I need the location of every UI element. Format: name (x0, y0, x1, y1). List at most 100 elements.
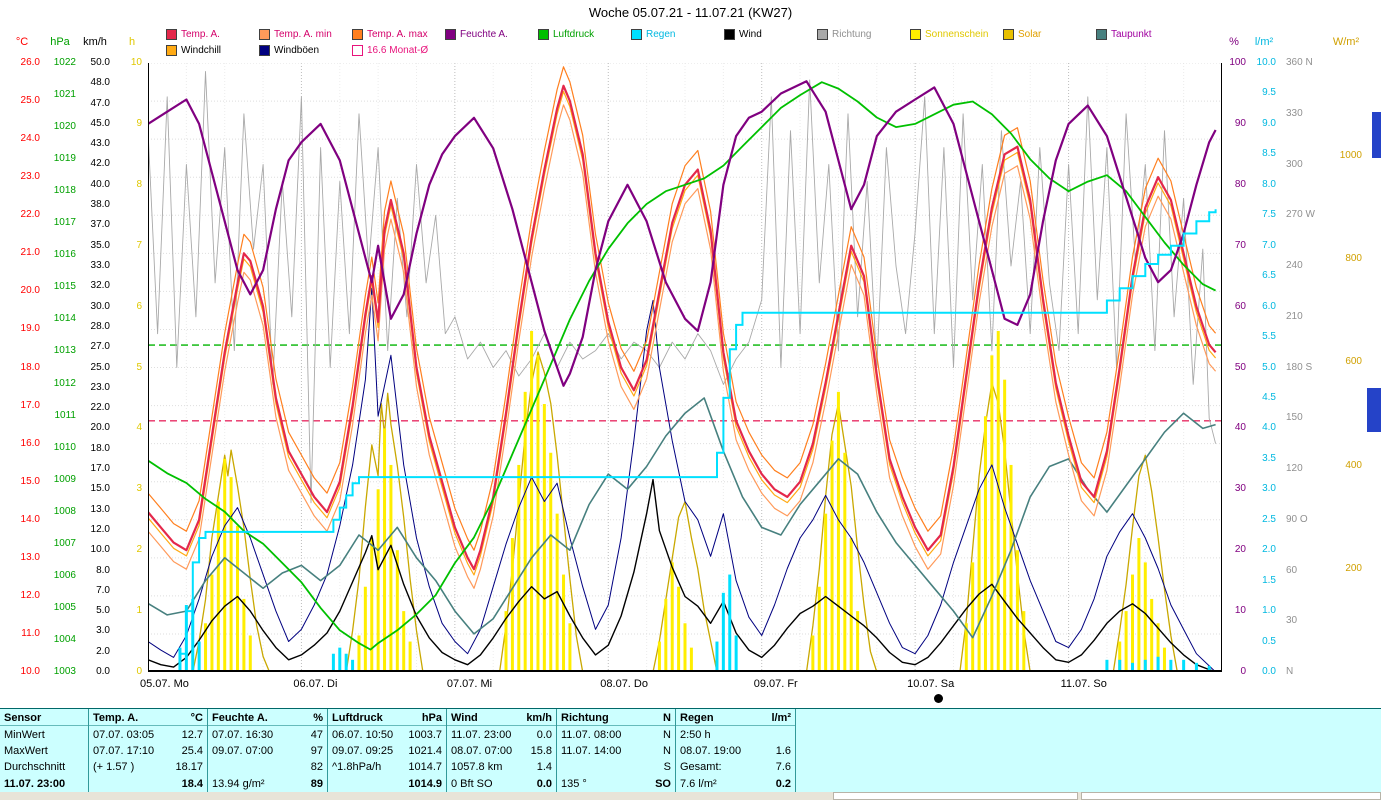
axis-tick-dir: 300 (1286, 158, 1303, 170)
legend-label: Taupunkt (1111, 29, 1152, 40)
axis-col-kmh: 50.0 48.0 47.0 45.0 43.0 42.0 40.0 38.0 37.0 35.0… (80, 58, 110, 677)
axis-col-sun: 10 9 8 7 6 5 4 3 2 1 0 (126, 58, 142, 677)
legend-swatch (166, 45, 177, 56)
table-column-regen: Regen l/m² 2:50 h 08.07. 19:00 1.6 Gesamt:… (675, 709, 795, 793)
series-sonnenschein (849, 538, 853, 672)
axis-tick-lm2: 6.0 (1262, 300, 1276, 312)
axis-tick-hpa: 1018 (53, 185, 76, 197)
axis-tick-wm2: 800 (1345, 253, 1362, 265)
table-cell: 08.07. 07:00 (451, 744, 513, 757)
axis-tick-sun_h: 6 (136, 300, 142, 312)
table-cell: SO (655, 777, 671, 790)
series-temp_a (147, 84, 1217, 571)
axis-tick-sun_h: 1 (136, 605, 142, 617)
axis-tick-kmh: 45.0 (90, 117, 110, 129)
legend-item-sonnenschein[interactable]: Sonnenschein (910, 29, 1003, 40)
legend-swatch (817, 29, 828, 40)
axis-tick-kmh: 10.0 (90, 544, 110, 556)
axis-col-temp: 26.0 25.0 24.0 23.0 22.0 21.0 20.0 19.0 18.0 17.0… (4, 58, 40, 677)
table-cell: 11.07. 23:00 (451, 728, 512, 741)
series-taupunkt (147, 397, 1216, 639)
legend-item-monat[interactable]: 16.6 Monat-Ø (352, 45, 445, 56)
legend-item-windboeen[interactable]: Windböen (259, 45, 352, 56)
axis-tick-hpa: 1005 (53, 601, 76, 613)
axis-tick-hpa: 1022 (53, 57, 76, 68)
axis-tick-kmh: 47.0 (90, 97, 110, 109)
axis-tick-pct: 50 (1234, 361, 1246, 373)
legend-item-temp_a_max[interactable]: Temp. A. max (352, 29, 445, 40)
axis-tick-pct: 20 (1234, 544, 1246, 556)
axis-tick-kmh: 12.0 (90, 523, 110, 535)
table-cell: 12.7 (181, 728, 203, 741)
timeline-position-marker[interactable] (934, 694, 943, 703)
axis-tick-lm2: 7.5 (1262, 209, 1276, 221)
table-cell: 0.2 (775, 777, 791, 790)
series-regen_rate (331, 653, 335, 672)
window-edge-fragment (833, 792, 1078, 800)
weather-chart-canvas (147, 62, 1223, 673)
table-cell: 07.07. 03:05 (93, 728, 155, 741)
axis-tick-kmh: 8.0 (96, 564, 110, 576)
legend-item-windchill[interactable]: Windchill (166, 45, 259, 56)
axis-tick-sun_h: 3 (136, 483, 142, 495)
table-cell: 82 (310, 760, 323, 773)
legend-label: Solar (1018, 29, 1042, 40)
series-regen_rate (1207, 665, 1211, 672)
x-axis-label: 11.07. So (1060, 678, 1107, 690)
legend-swatch (1003, 29, 1014, 40)
series-temp_a_min (147, 104, 1217, 589)
table-cell: N (663, 711, 671, 724)
legend-item-solar[interactable]: Solar (1003, 29, 1096, 40)
table-row-label: MinWert (4, 728, 45, 741)
table-cell: 0 Bft SO (451, 777, 493, 790)
axis-tick-hpa: 1009 (53, 473, 76, 485)
table-cell: 13.94 g/m² (212, 777, 265, 790)
legend-item-wind[interactable]: Wind (724, 29, 817, 40)
axis-tick-dir: 90 O (1286, 513, 1308, 525)
table-cell: Temp. A. (93, 711, 139, 724)
table-cell: 18.17 (175, 760, 203, 773)
axis-tick-sun_h: 5 (136, 361, 142, 373)
axis-tick-temp_c: 15.0 (20, 475, 40, 487)
series-sonnenschein (376, 489, 380, 672)
chart-plot-area (147, 62, 1223, 673)
axis-tick-hpa: 1013 (53, 345, 76, 357)
axis-tick-sun_h: 0 (136, 666, 142, 677)
legend-item-feuchte_a[interactable]: Feuchte A. (445, 29, 538, 40)
series-wind (147, 478, 1216, 673)
legend-item-regen[interactable]: Regen (631, 29, 724, 40)
series-sonnenschein (216, 501, 220, 672)
table-cell: 11.07. 08:00 (561, 728, 622, 741)
legend-item-richtung[interactable]: Richtung (817, 29, 910, 40)
axis-tick-sun_h: 7 (136, 239, 142, 251)
axis-tick-kmh: 17.0 (90, 462, 110, 474)
series-sonnenschein (1162, 647, 1166, 672)
series-regen_rate (715, 641, 719, 672)
series-sonnenschein (357, 635, 361, 672)
axis-tick-kmh: 13.0 (90, 503, 110, 515)
table-cell: °C (190, 711, 203, 724)
axis-tick-pct: 100 (1229, 57, 1246, 68)
legend-item-temp_a[interactable]: Temp. A. (166, 29, 259, 40)
axis-col-wm2: 1000 800 600 400 200 (1330, 63, 1362, 672)
axis-tick-wm2: 1000 (1339, 149, 1362, 161)
legend-item-luftdruck[interactable]: Luftdruck (538, 29, 631, 40)
table-column-richtung: Richtung N 11.07. 08:00 N 11.07. 14:00 N S … (556, 709, 675, 793)
table-cell: 09.07. 07:00 (212, 744, 274, 757)
series-sonnenschein (811, 635, 815, 672)
table-cell: Richtung (561, 711, 609, 724)
axis-tick-lm2: 3.5 (1262, 452, 1276, 464)
legend-swatch (631, 29, 642, 40)
legend-item-temp_a_min[interactable]: Temp. A. min (259, 29, 352, 40)
axis-unit-pct: % (1229, 36, 1239, 48)
axis-tick-kmh: 2.0 (96, 645, 110, 657)
series-sonnenschein (504, 611, 508, 672)
x-axis-label: 10.07. Sa (907, 678, 955, 690)
series-temp_a_max (147, 66, 1217, 551)
legend-item-taupunkt[interactable]: Taupunkt (1096, 29, 1189, 40)
legend-row-2: Windchill Windböen 16.6 Monat-Ø (166, 45, 445, 56)
series-sonnenschein (1003, 379, 1007, 672)
series-sonnenschein (1118, 641, 1122, 672)
series-sonnenschein (229, 477, 233, 672)
axis-unit-sun: h (128, 36, 136, 48)
